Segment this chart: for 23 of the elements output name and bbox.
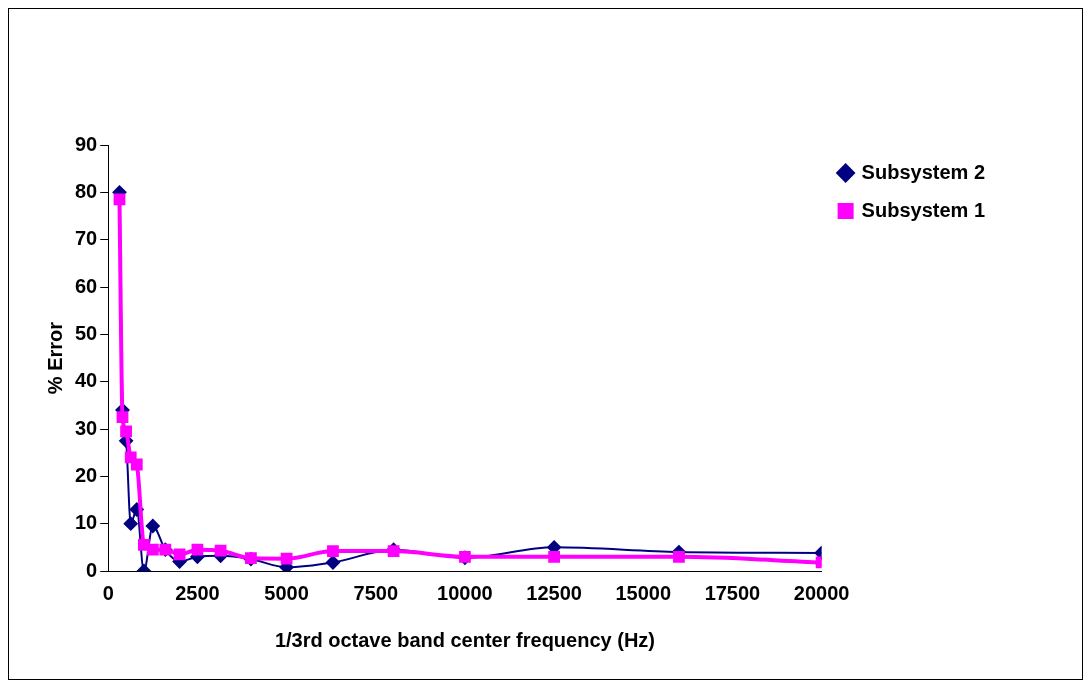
y-tick-label: 90 [75, 132, 98, 155]
x-axis-title: 1/3rd octave band center frequency (Hz) [274, 628, 655, 651]
legend-label: Subsystem 2 [861, 160, 985, 183]
x-tick-label: 2500 [175, 581, 220, 604]
x-tick-label: 5000 [264, 581, 309, 604]
y-tick-label: 20 [75, 463, 98, 486]
x-tick-label: 0 [102, 581, 114, 604]
y-axis-title: % Error [43, 321, 66, 395]
y-tick-label: 30 [75, 416, 98, 439]
x-tick-label: 10000 [437, 581, 493, 604]
x-tick-label: 15000 [615, 581, 672, 604]
y-tick-label: 80 [75, 179, 98, 202]
y-tick-label: 60 [75, 274, 98, 297]
y-tick-label: 70 [75, 227, 98, 250]
y-tick-label: 40 [75, 369, 98, 392]
y-tick-label: 10 [75, 511, 98, 534]
legend-label: Subsystem 1 [861, 198, 985, 221]
x-tick-label: 20000 [793, 581, 850, 604]
x-tick-label: 7500 [353, 581, 399, 604]
x-tick-label: 17500 [704, 581, 761, 604]
y-tick-label: 0 [86, 558, 98, 581]
y-tick-label: 50 [75, 321, 98, 344]
x-tick-label: 12500 [526, 581, 582, 604]
